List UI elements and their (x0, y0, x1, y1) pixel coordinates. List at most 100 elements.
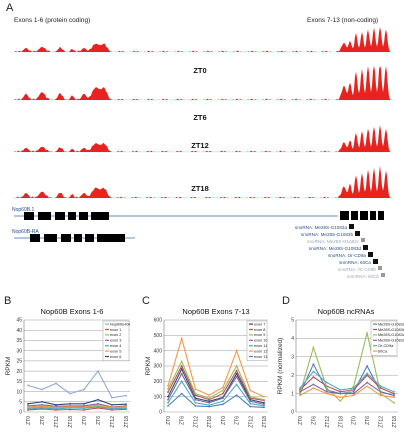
exon-block (360, 211, 368, 220)
data-point (125, 407, 127, 410)
snorna-entry: snoRNA: Or-CD9b (338, 266, 382, 272)
data-point (27, 402, 29, 405)
data-point (366, 331, 369, 334)
x-tick-label: ZT12 (325, 416, 331, 428)
chart-title: Nop60B ncRNAs (318, 307, 375, 316)
series-line (27, 406, 127, 410)
snorna-entry: snoRNA: Me28S-G1083d (309, 245, 368, 251)
data-point (249, 397, 252, 400)
data-point (194, 388, 197, 390)
data-point (180, 337, 183, 340)
coverage-area (14, 66, 392, 100)
data-point (352, 387, 355, 389)
x-tick-label: ZT6 (180, 416, 186, 425)
data-point (111, 403, 113, 406)
data-point (393, 390, 395, 393)
panel-a-left-header: Exons 1-6 (protein coding) (14, 17, 90, 24)
exon-block (61, 234, 71, 242)
y-tick-label: 4 (291, 336, 294, 342)
legend-label: exon 3 (110, 339, 121, 343)
y-tick-label: 10 (16, 389, 22, 395)
data-point (69, 405, 71, 408)
x-tick-label: ZT6 (40, 416, 46, 425)
data-point (83, 388, 85, 391)
snorna-label: snmRNA: 60Ca (339, 260, 371, 265)
data-point (208, 405, 211, 408)
data-point (325, 387, 328, 389)
exon-block (79, 212, 88, 220)
data-point (125, 405, 127, 408)
data-point (180, 380, 183, 383)
data-point (263, 406, 265, 409)
data-point (208, 401, 211, 404)
exon-block (370, 211, 376, 220)
x-tick-label: ZT0 (221, 416, 227, 425)
data-point (379, 390, 382, 393)
data-point (393, 401, 395, 404)
data-point (167, 395, 169, 398)
y-tick-label: 600 (154, 318, 163, 324)
data-point (55, 406, 57, 409)
exon-block (38, 212, 51, 220)
snorna-label: snoRNA: Or-CD9b (338, 267, 376, 272)
x-tick-label: ZT12 (54, 416, 60, 428)
y-tick-label: 25 (16, 359, 22, 365)
data-point (325, 392, 328, 395)
data-point (312, 363, 315, 366)
data-point (312, 346, 315, 349)
data-point (97, 398, 99, 401)
x-tick-label: ZT12 (193, 416, 199, 428)
gene-model-1: Nop60B.1 (12, 207, 384, 220)
y-tick-label: 3 (291, 355, 294, 361)
legend-label: exon 12 (254, 349, 268, 353)
data-point (299, 394, 301, 397)
data-point (69, 392, 71, 395)
data-point (221, 403, 224, 406)
data-point (249, 400, 252, 403)
coverage-track: ZT12 (14, 125, 392, 153)
exon-block (44, 234, 57, 242)
data-point (208, 404, 211, 406)
data-point (83, 409, 85, 411)
panel-d-letter: D (282, 295, 290, 307)
data-point (339, 392, 342, 395)
series-line (299, 381, 395, 396)
series-line (167, 336, 265, 398)
data-point (27, 384, 29, 387)
y-tick-label: 35 (16, 338, 22, 344)
data-point (299, 387, 301, 389)
coverage-area (14, 165, 392, 198)
data-point (208, 397, 211, 400)
series-line (167, 392, 265, 408)
snorna-marker (378, 266, 382, 270)
data-point (167, 391, 169, 393)
legend-label: exon 8 (254, 328, 265, 332)
snorna-marker (373, 259, 378, 264)
data-point (379, 394, 382, 397)
exon-block (68, 212, 76, 220)
x-tick-label: ZT18 (68, 416, 74, 428)
data-point (111, 406, 113, 409)
legend-label: exon 9 (254, 333, 265, 337)
series-line (299, 370, 395, 393)
panel-b-letter: B (4, 295, 11, 307)
coverage-track: ZT0 (14, 27, 392, 75)
data-point (366, 385, 369, 388)
data-point (41, 404, 43, 407)
data-point (393, 392, 395, 395)
data-point (97, 370, 99, 373)
x-tick-label: ZT12 (379, 416, 385, 428)
exon-block (85, 234, 94, 242)
legend-label: Me28S-G1083d (378, 339, 404, 343)
isoform-label: Nop60B-RA (12, 229, 39, 235)
isoform-label: Nop60B.1 (12, 207, 34, 213)
data-point (235, 375, 238, 378)
y-tick-label: 500 (154, 333, 163, 339)
data-point (366, 372, 369, 375)
data-point (69, 402, 71, 405)
snorna-entry: snoRNA: Or-CD9a (328, 252, 373, 258)
legend-label: exon 7 (254, 322, 265, 326)
data-point (221, 397, 224, 400)
series-line (167, 380, 265, 407)
data-point (167, 388, 169, 390)
